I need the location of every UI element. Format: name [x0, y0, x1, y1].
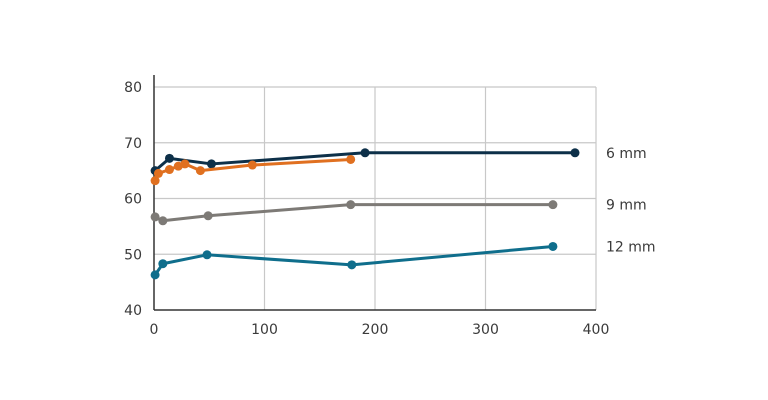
data-point	[360, 148, 370, 158]
data-point	[158, 216, 168, 226]
series-label: 12 mm	[606, 239, 656, 255]
x-tick-label: 300	[472, 322, 499, 338]
data-point	[203, 211, 213, 221]
series-labels: 6 mm 9 mm 12 mm	[606, 146, 656, 256]
data-point	[247, 160, 257, 170]
data-point	[150, 212, 160, 222]
series-group	[150, 148, 580, 280]
data-point	[346, 200, 356, 210]
data-point	[180, 159, 190, 169]
data-point	[195, 166, 205, 176]
series-label: 9 mm	[606, 198, 647, 214]
y-tick-label: 70	[124, 136, 142, 152]
series-0	[150, 148, 580, 176]
data-point	[164, 165, 174, 175]
series-2	[150, 200, 558, 226]
data-point	[202, 250, 212, 260]
data-point	[548, 200, 558, 210]
series-label: 6 mm	[606, 146, 647, 162]
y-tick-label: 80	[124, 80, 142, 96]
x-tick-label: 200	[362, 322, 389, 338]
data-point	[150, 270, 160, 280]
data-point	[548, 241, 558, 251]
data-point	[153, 168, 163, 178]
data-point	[206, 159, 216, 169]
series-1	[150, 154, 356, 186]
x-tick-label: 400	[583, 322, 610, 338]
data-point	[347, 260, 357, 270]
data-point	[570, 148, 580, 158]
y-tick-label: 60	[124, 192, 142, 208]
x-tick-label: 100	[251, 322, 278, 338]
y-tick-label: 50	[124, 247, 142, 263]
grid	[154, 86, 597, 310]
y-tick-label: 40	[124, 303, 142, 319]
series-line	[153, 244, 554, 276]
data-point	[150, 176, 160, 186]
x-tick-label: 0	[150, 322, 159, 338]
series-3	[150, 241, 558, 280]
data-point	[164, 153, 174, 163]
axes: 0 100 200 300 400 40 50 60 70 80	[124, 75, 609, 338]
data-point	[346, 154, 356, 164]
data-point	[158, 259, 168, 269]
